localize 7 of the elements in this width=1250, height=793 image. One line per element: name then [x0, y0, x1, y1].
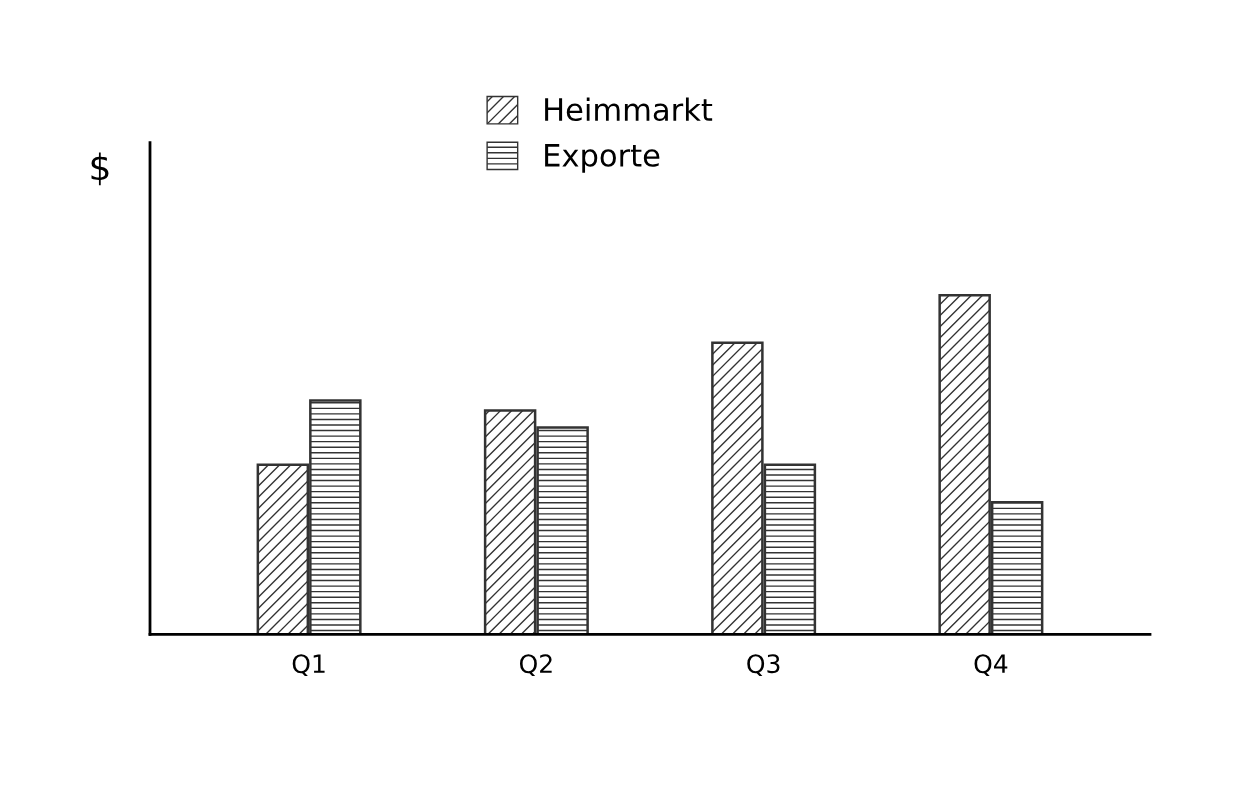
x-tick-label: Q1 — [292, 654, 325, 677]
legend-label: Exporte — [545, 144, 660, 173]
x-tick-label: Q3 — [747, 654, 780, 677]
x-tick-label: Q2 — [519, 654, 552, 677]
x-tick-label: Q4 — [974, 654, 1008, 677]
legend-label: Heimmarkt — [545, 97, 713, 122]
y-axis-title: $ — [91, 152, 109, 186]
